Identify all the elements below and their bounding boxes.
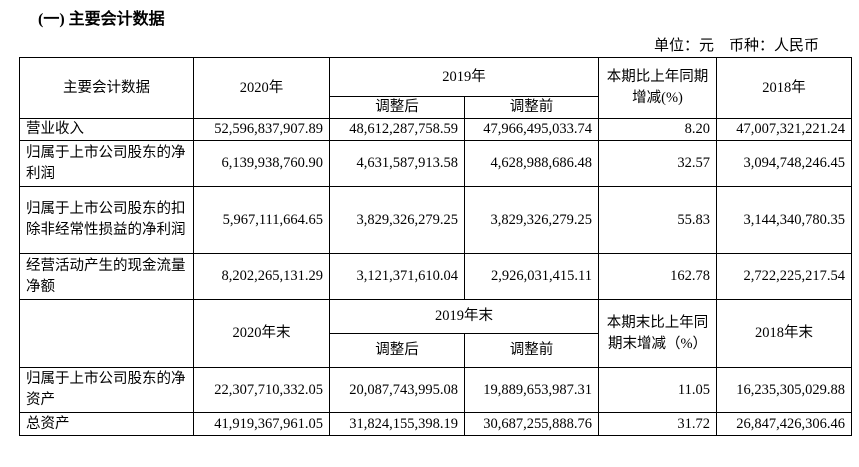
cell-change: 8.20	[598, 118, 717, 141]
cell-2020: 5,967,111,664.65	[193, 186, 330, 254]
cell-change: 162.78	[598, 253, 717, 300]
row-label: 归属于上市公司股东的扣除非经常性损益的净利润	[19, 186, 194, 254]
cell-2018: 26,847,426,306.46	[716, 412, 852, 436]
row-label: 总资产	[19, 412, 194, 436]
header2-change: 本期末比上年同期末增减（%）	[598, 299, 717, 368]
header2-2018: 2018年末	[716, 299, 852, 368]
table-row: 营业收入 52,596,837,907.89 48,612,287,758.59…	[19, 118, 852, 141]
cell-2018: 3,094,748,246.45	[716, 140, 852, 187]
cell-2019-after: 48,612,287,758.59	[329, 118, 465, 141]
row-label: 归属于上市公司股东的净利润	[19, 140, 194, 187]
header-item: 主要会计数据	[19, 57, 194, 119]
cell-change: 31.72	[598, 412, 717, 436]
cell-2018: 3,144,340,780.35	[716, 186, 852, 254]
cell-2019-before: 19,889,653,987.31	[464, 367, 599, 413]
header-adjusted-after: 调整后	[329, 96, 465, 119]
table-row: 归属于上市公司股东的净利润 6,139,938,760.90 4,631,587…	[19, 140, 852, 187]
header2-adjusted-before: 调整前	[464, 333, 599, 368]
cell-2019-before: 2,926,031,415.11	[464, 253, 599, 300]
header-2020: 2020年	[193, 57, 330, 119]
table-row: 总资产 41,919,367,961.05 31,824,155,398.19 …	[19, 412, 852, 436]
cell-2019-before: 3,829,326,279.25	[464, 186, 599, 254]
header2-2019: 2019年末	[329, 299, 599, 334]
table-row: 经营活动产生的现金流量净额 8,202,265,131.29 3,121,371…	[19, 253, 852, 300]
cell-2018: 47,007,321,221.24	[716, 118, 852, 141]
cell-2019-after: 20,087,743,995.08	[329, 367, 465, 413]
cell-2020: 52,596,837,907.89	[193, 118, 330, 141]
row-label: 营业收入	[19, 118, 194, 141]
cell-2019-after: 4,631,587,913.58	[329, 140, 465, 187]
cell-change: 32.57	[598, 140, 717, 187]
cell-2019-after: 3,121,371,610.04	[329, 253, 465, 300]
cell-2019-after: 3,829,326,279.25	[329, 186, 465, 254]
header2-blank	[19, 299, 194, 368]
cell-2018: 16,235,305,029.88	[716, 367, 852, 413]
cell-2019-after: 31,824,155,398.19	[329, 412, 465, 436]
cell-2020: 41,919,367,961.05	[193, 412, 330, 436]
cell-2018: 2,722,225,217.54	[716, 253, 852, 300]
cell-2020: 22,307,710,332.05	[193, 367, 330, 413]
header-adjusted-before: 调整前	[464, 96, 599, 119]
header-change: 本期比上年同期增减(%)	[598, 57, 717, 119]
header2-adjusted-after: 调整后	[329, 333, 465, 368]
row-label: 经营活动产生的现金流量净额	[19, 253, 194, 300]
cell-change: 11.05	[598, 367, 717, 413]
cell-2020: 6,139,938,760.90	[193, 140, 330, 187]
unit-label: 单位：元 币种：人民币	[653, 38, 819, 54]
header-2018: 2018年	[716, 57, 852, 119]
accounting-data-table: 主要会计数据 2020年 2019年 本期比上年同期增减(%) 2018年 调整…	[19, 57, 852, 436]
table-row: 归属于上市公司股东的净资产 22,307,710,332.05 20,087,7…	[19, 367, 852, 413]
row-label: 归属于上市公司股东的净资产	[19, 367, 194, 413]
cell-2019-before: 30,687,255,888.76	[464, 412, 599, 436]
cell-2020: 8,202,265,131.29	[193, 253, 330, 300]
cell-2019-before: 4,628,988,686.48	[464, 140, 599, 187]
table-row: 归属于上市公司股东的扣除非经常性损益的净利润 5,967,111,664.65 …	[19, 186, 852, 254]
header2-2020: 2020年末	[193, 299, 330, 368]
cell-2019-before: 47,966,495,033.74	[464, 118, 599, 141]
section-title: (一) 主要会计数据	[38, 11, 165, 28]
header-2019: 2019年	[329, 57, 599, 97]
cell-change: 55.83	[598, 186, 717, 254]
